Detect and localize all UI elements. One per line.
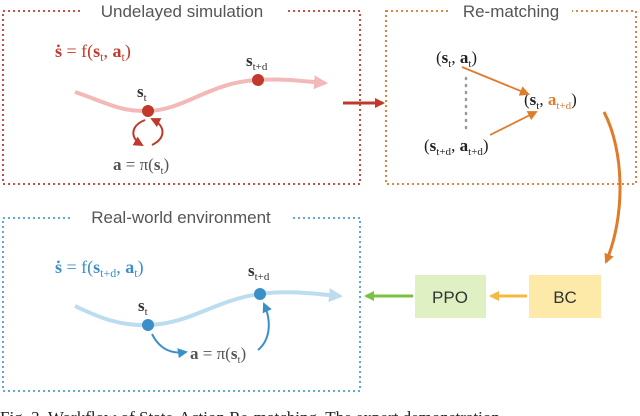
policy-loop-right-arrow: [150, 118, 164, 146]
real-world-panel: Real-world environment ṡ = f(st+d, at) s…: [2, 207, 361, 392]
undelayed-panel-title: Undelayed simulation: [101, 2, 264, 21]
undelayed-dynamics-equation: ṡ = f(st, at): [55, 41, 131, 64]
undelayed-policy-equation: a = π(st): [113, 155, 169, 177]
to-bc-arrow: [602, 111, 622, 264]
real-state-t-label: st: [138, 296, 148, 318]
rematching-panel-border: [385, 10, 637, 185]
state-t-label: st: [137, 82, 147, 104]
pair-state-t-action-t: (st, at): [436, 48, 477, 70]
state-t-match-arrow: [461, 66, 530, 96]
real-delayed-effect-arrow: [257, 302, 272, 351]
pair-state-td-action-td: (st+d, at+d): [424, 136, 489, 158]
undelayed-trajectory: [74, 75, 328, 114]
real-state-t-plus-d-point: [254, 288, 266, 300]
real-state-t-point: [142, 319, 154, 331]
real-world-panel-title: Real-world environment: [91, 208, 271, 227]
bc-box: [529, 275, 601, 318]
figure-caption: Fig. 3. Workflow of State-Action Re-matc…: [0, 408, 500, 416]
real-state-t-plus-d-label: st+d: [248, 261, 270, 283]
rematching-panel: Re-matching (st, at) (st+d, at+d) (st, a…: [385, 1, 637, 185]
policy-loop-left-arrow: [132, 119, 146, 147]
rematching-panel-title: Re-matching: [463, 2, 559, 21]
undelayed-simulation-panel: Undelayed simulation ṡ = f(st, at) st st…: [2, 1, 361, 185]
real-dynamics-equation: ṡ = f(st+d, at): [55, 257, 144, 280]
ppo-box: [415, 275, 486, 318]
real-policy-action-arrow: [151, 333, 188, 359]
bc-label: BC: [553, 288, 577, 307]
state-t-plus-d-label: st+d: [246, 51, 268, 73]
real-policy-equation: a = π(st): [190, 344, 246, 366]
state-t-plus-d-point: [252, 74, 264, 86]
undelayed-panel-border: [2, 10, 361, 185]
ppo-label: PPO: [432, 288, 468, 307]
real-world-panel-border: [2, 217, 361, 392]
state-t-point: [142, 105, 154, 117]
action-td-match-arrow: [489, 111, 538, 136]
pair-state-t-action-td: (st, at+d): [524, 90, 577, 112]
real-trajectory: [74, 288, 343, 328]
